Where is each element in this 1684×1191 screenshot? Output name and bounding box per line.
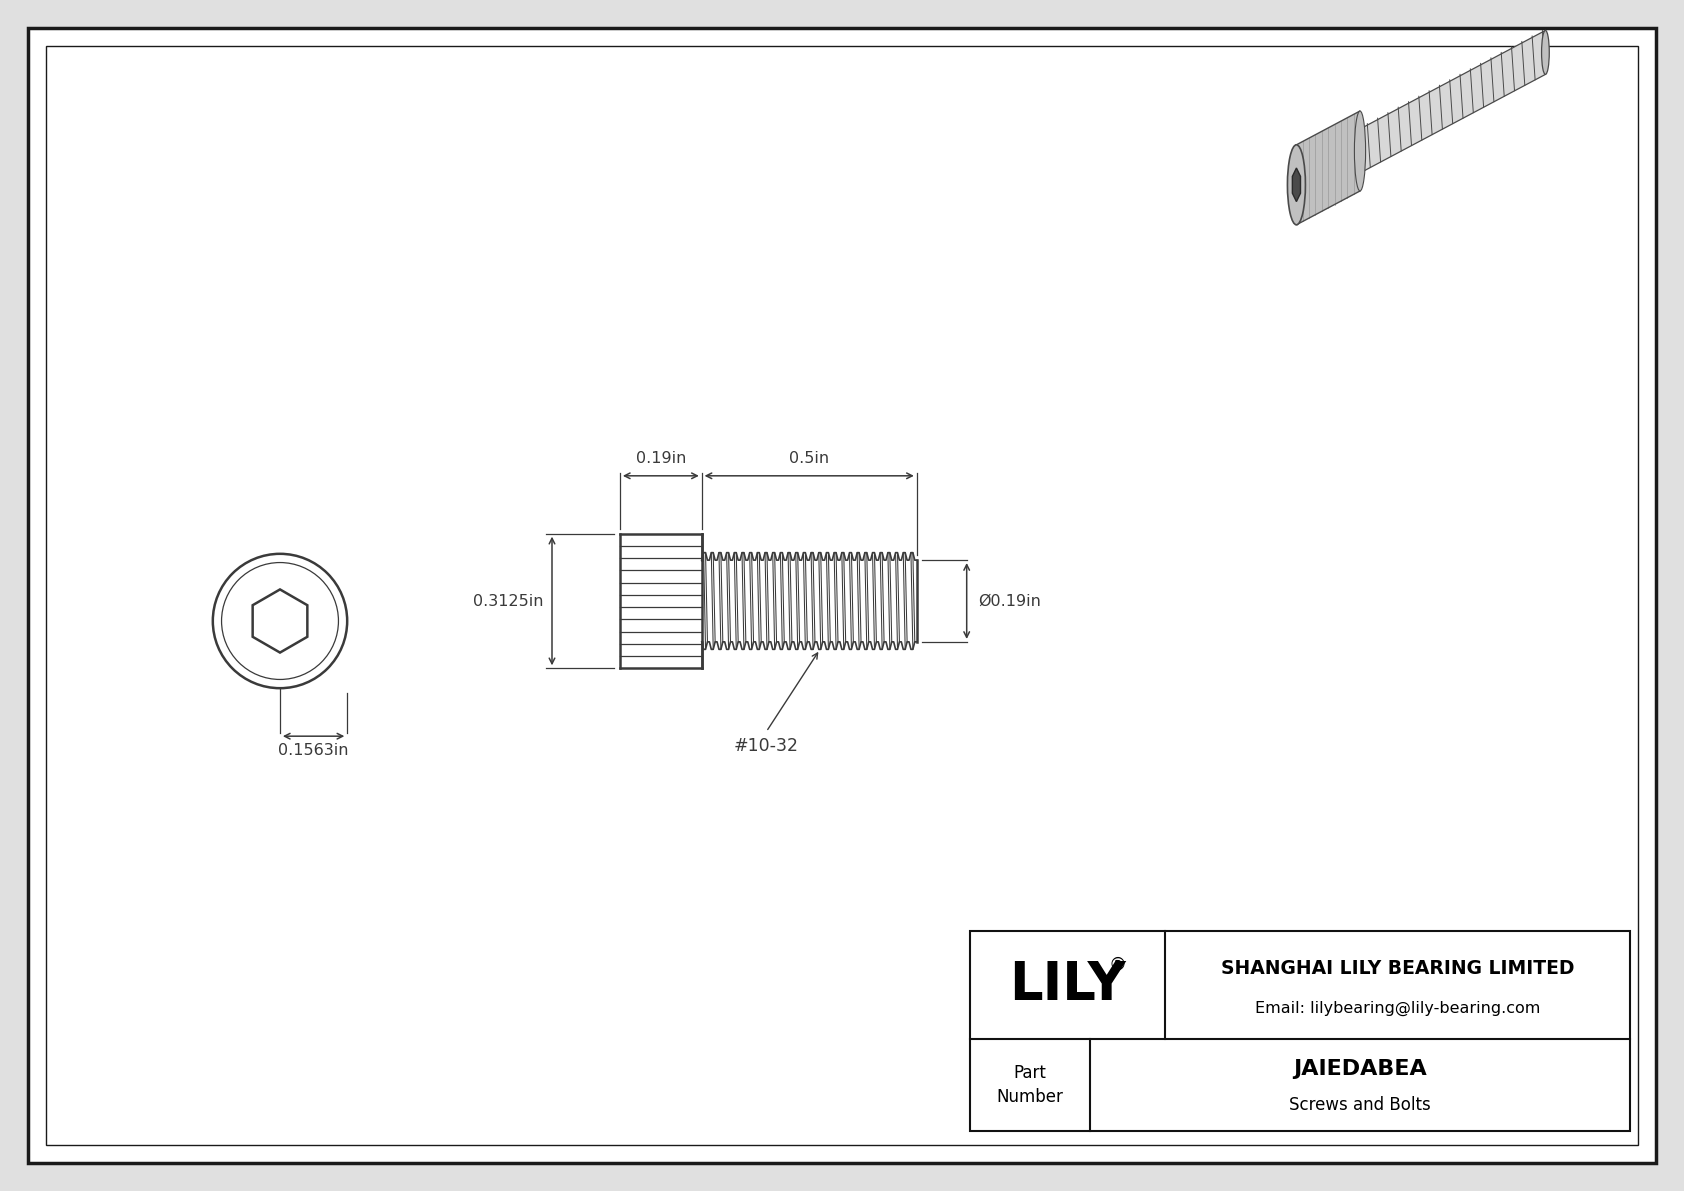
Ellipse shape xyxy=(1541,31,1549,74)
Ellipse shape xyxy=(1288,145,1305,225)
Bar xyxy=(970,931,1630,1131)
Bar xyxy=(620,534,702,668)
Polygon shape xyxy=(1292,168,1300,201)
Text: 0.5in: 0.5in xyxy=(790,451,829,466)
Text: JAIEDABEA: JAIEDABEA xyxy=(1293,1059,1426,1079)
Polygon shape xyxy=(1361,31,1546,173)
Circle shape xyxy=(212,554,347,688)
Polygon shape xyxy=(1297,111,1361,225)
Circle shape xyxy=(222,562,338,679)
Text: 0.3125in: 0.3125in xyxy=(473,593,544,609)
Text: ®: ® xyxy=(1108,956,1127,974)
Text: 0.1563in: 0.1563in xyxy=(278,743,349,759)
Bar xyxy=(702,553,916,650)
Text: Email: lilybearing@lily-bearing.com: Email: lilybearing@lily-bearing.com xyxy=(1255,1002,1541,1016)
Text: Screws and Bolts: Screws and Bolts xyxy=(1290,1096,1431,1115)
Text: LILY: LILY xyxy=(1009,959,1127,1011)
Polygon shape xyxy=(253,590,308,653)
Text: Ø0.19in: Ø0.19in xyxy=(978,593,1042,609)
Ellipse shape xyxy=(1354,111,1366,191)
Text: 0.19in: 0.19in xyxy=(635,451,685,466)
Text: Part
Number: Part Number xyxy=(997,1064,1063,1106)
Text: #10-32: #10-32 xyxy=(734,737,798,755)
Text: SHANGHAI LILY BEARING LIMITED: SHANGHAI LILY BEARING LIMITED xyxy=(1221,959,1575,978)
